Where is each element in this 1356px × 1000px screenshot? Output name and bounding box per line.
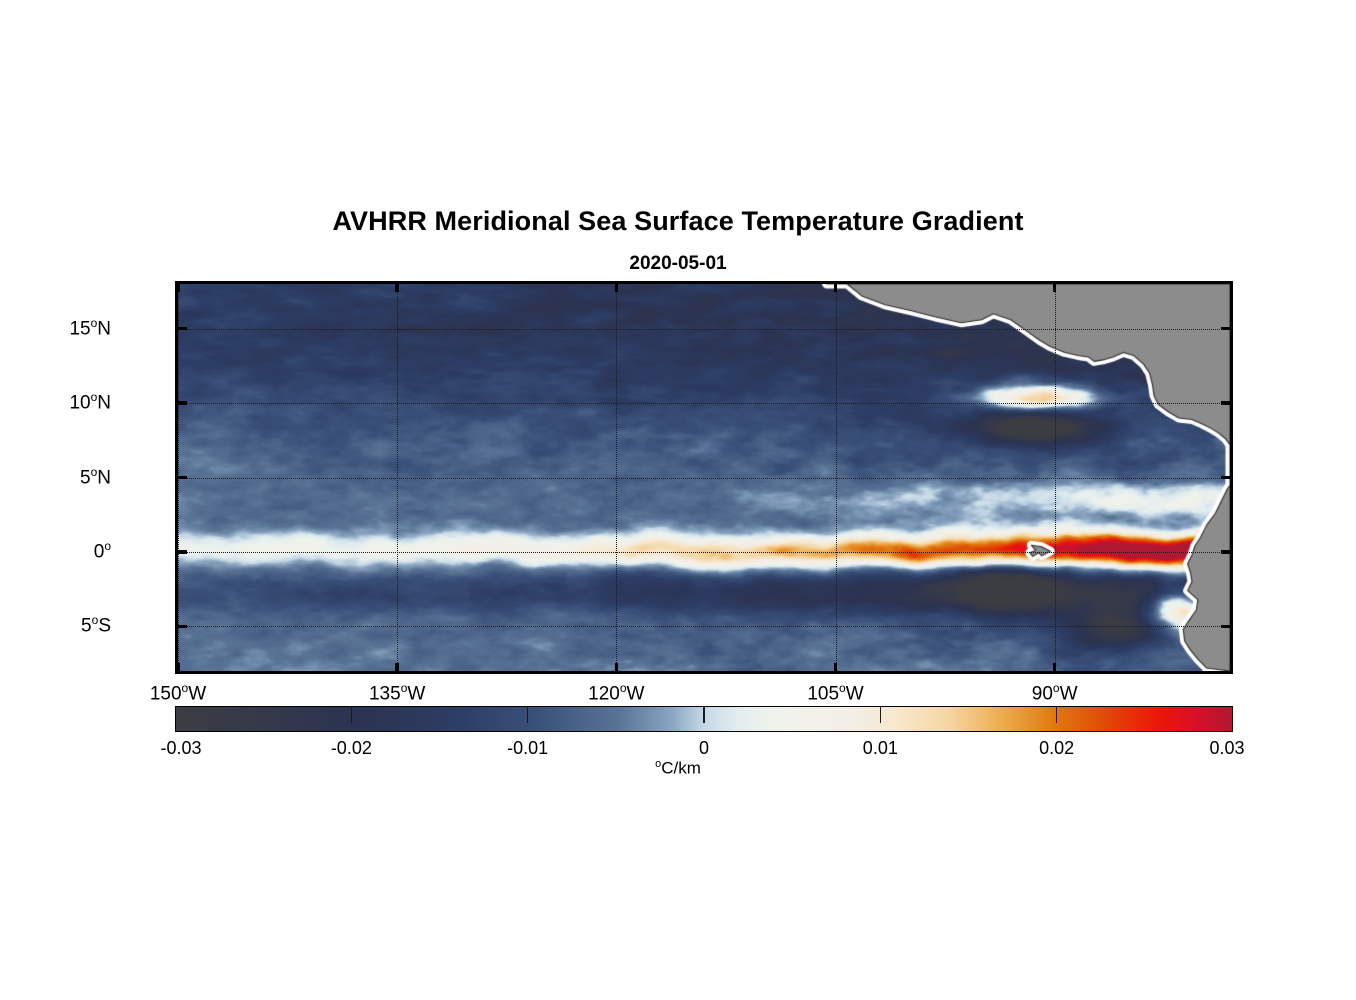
x-tick-label-90: 90oW: [1031, 681, 1078, 705]
colorbar-tick-0: [703, 706, 705, 723]
gridline-lat--5: [178, 626, 1230, 628]
colorbar-label-0.03: 0.03: [1209, 738, 1245, 758]
tick-lon-90: [1052, 663, 1057, 671]
x-tick-label-120: 120oW: [588, 681, 645, 705]
colorbar-label--0.01: -0.01: [507, 738, 549, 758]
tick-lon-150: [178, 284, 180, 292]
colorbar-label-0: 0: [698, 738, 710, 758]
y-tick-label-0: 0o: [93, 538, 111, 563]
figure-subtitle: 2020-05-01: [629, 253, 727, 274]
gridline-lat-10: [178, 403, 1230, 405]
x-tick-label-105: 105oW: [807, 681, 864, 705]
tick-lat-15: [178, 326, 187, 331]
x-tick-label-135: 135oW: [368, 681, 426, 705]
y-tick-label-5: 5oN: [80, 464, 111, 488]
colorbar-tick--0.01: [526, 706, 529, 723]
tick-lon-105: [833, 284, 838, 292]
tick-lat-5: [1221, 475, 1230, 480]
tick-lat-0: [1221, 550, 1230, 554]
gridline-lon-105: [835, 284, 837, 671]
gridline-lat-15: [178, 328, 1230, 330]
colorbar-tick-0.02: [1055, 706, 1058, 723]
tick-lon-135: [395, 663, 399, 671]
tick-lon-105: [833, 663, 838, 671]
tick-lat--5: [178, 624, 187, 629]
tick-lon-135: [395, 284, 399, 292]
tick-lat-10: [1221, 401, 1230, 405]
map-axes: [175, 281, 1233, 674]
tick-lon-90: [1052, 284, 1057, 292]
tick-lon-150: [178, 663, 180, 671]
figure-title: AVHRR Meridional Sea Surface Temperature…: [332, 206, 1024, 236]
tick-lat-10: [178, 401, 187, 405]
tick-lat-5: [178, 475, 187, 480]
colorbar-unit-label: oC/km: [655, 758, 701, 778]
gridline-lon-135: [397, 284, 399, 671]
colorbar-label-0.02: 0.02: [1039, 738, 1075, 758]
tick-lat--5: [1221, 624, 1230, 629]
gridline-lon-120: [616, 284, 618, 671]
colorbar-label-0.01: 0.01: [862, 738, 898, 758]
colorbar-tick-0.01: [879, 706, 882, 723]
tick-lat-15: [1221, 326, 1230, 331]
y-tick-label--5: 5oS: [81, 613, 111, 637]
gridline-lat-5: [178, 477, 1230, 479]
x-tick-label-150: 150oW: [149, 681, 207, 705]
tick-lon-120: [614, 663, 619, 671]
gridline-lon-90: [1054, 284, 1056, 671]
gridline-lat-0: [178, 551, 1230, 553]
y-tick-label-15: 15oN: [69, 315, 111, 339]
colorbar-tick--0.02: [350, 706, 353, 723]
tick-lat-0: [178, 550, 187, 554]
tick-lon-120: [614, 284, 619, 292]
colorbar-label--0.02: -0.02: [330, 738, 372, 758]
colorbar-label--0.03: -0.03: [160, 738, 202, 758]
y-tick-label-10: 10oN: [69, 390, 111, 414]
